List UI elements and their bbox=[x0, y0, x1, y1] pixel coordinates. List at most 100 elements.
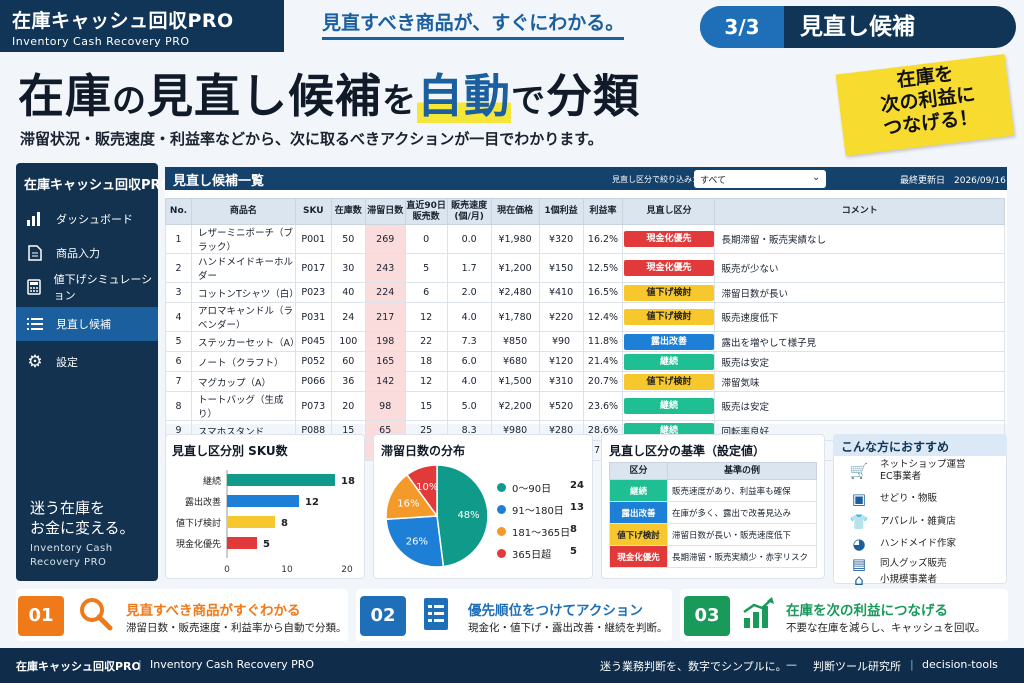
cell-text: 6.0 bbox=[461, 356, 477, 367]
bar bbox=[227, 495, 299, 507]
table-cell: ¥1,980 bbox=[490, 224, 540, 254]
cell-text: 販売は安定 bbox=[721, 402, 769, 413]
sidebar-item-dashboard[interactable]: ダッシュボード bbox=[16, 202, 158, 236]
cell-text: レザーミニポーチ（ブラック） bbox=[197, 228, 293, 253]
sidebar-item-settings[interactable]: ⚙ 設定 bbox=[27, 352, 78, 372]
sidebar-item-markdown-sim[interactable]: 値下げシミュレーション bbox=[16, 270, 158, 304]
document-icon bbox=[26, 244, 44, 262]
cell-text: 15 bbox=[342, 425, 355, 436]
table-cell: 販売が少ない bbox=[714, 253, 1005, 283]
cell-text: ¥280 bbox=[548, 425, 574, 436]
criteria-example: 滞留日数が長い・販売速度低下 bbox=[667, 523, 817, 546]
table-row[interactable]: 2 ハンドメイドキーホルダー P017 30 243 5 1.7 ¥1,200 ¥150 12.5… bbox=[165, 253, 1005, 283]
footer bbox=[0, 648, 1024, 683]
footer-dash: — bbox=[786, 658, 797, 671]
cell-text: 24 bbox=[342, 311, 355, 323]
table-row[interactable]: 6 ノート（クラフト） P052 60 165 18 6.0 ¥680 ¥120 21.4% 継続販… bbox=[165, 351, 1005, 372]
cell-text: 2.0 bbox=[461, 287, 477, 298]
table-cell: 4.0 bbox=[446, 371, 492, 392]
cell-text: 1.7 bbox=[461, 262, 477, 274]
table-cell: 8 bbox=[165, 391, 192, 421]
criteria-table: 区分 基準の例 継続 販売速度があり、利益率も確保 露出改善 在庫が多く、露出で改善見… bbox=[609, 462, 817, 568]
cell-text: ¥1,500 bbox=[498, 376, 532, 387]
criteria-category: 継続 bbox=[609, 479, 668, 502]
table-cell: 継続 bbox=[622, 391, 716, 421]
cell-text: トートバッグ（生成り） bbox=[197, 395, 284, 420]
feature-title-2: 優先順位をつけてアクション bbox=[468, 603, 643, 619]
pie-percent-label: 26% bbox=[406, 536, 428, 547]
cell-text: 0.0 bbox=[461, 233, 477, 245]
cell-text: 12 bbox=[420, 311, 433, 323]
filter-select[interactable]: すべて bbox=[694, 170, 826, 188]
bar-tick-label: 20 bbox=[341, 565, 353, 575]
cell-text: P088 bbox=[301, 425, 326, 436]
cell-text: 販売は安定 bbox=[721, 357, 769, 369]
table-row[interactable]: 8 トートバッグ（生成り） P073 20 98 15 5.0 ¥2,200 ¥520 23.6%… bbox=[165, 391, 1005, 421]
table-cell: 60 bbox=[330, 351, 366, 372]
table-row[interactable]: 3 コットンTシャツ（白） P023 40 224 6 2.0 ¥2,480 ¥410 16.5%… bbox=[165, 282, 1005, 303]
table-header-cell: 利益率 bbox=[582, 198, 624, 225]
cell-text: 5 bbox=[175, 336, 182, 347]
table-cell: ステッカーセット（A） bbox=[190, 331, 299, 352]
table-cell: ¥90 bbox=[538, 331, 584, 352]
cell-text: 5 bbox=[423, 262, 430, 274]
table-header-row: No. 商品名 SKU 在庫数 滞留日数 直近90日 販売数 販売速度 (個/月) 現在価格 1… bbox=[165, 198, 1005, 225]
cell-text: 12.4% bbox=[587, 311, 619, 323]
sidebar-item-product-input[interactable]: 商品入力 bbox=[16, 236, 158, 270]
feature-card-1 bbox=[16, 589, 348, 641]
category-badge: 継続 bbox=[623, 398, 714, 414]
chevron-down-icon[interactable]: ⌄ bbox=[812, 172, 821, 183]
table-row[interactable]: 5 ステッカーセット（A） P045 100 198 22 7.3 ¥850 ¥90 11.8% 露… bbox=[165, 331, 1005, 352]
table-row[interactable]: 7 マグカップ（A） P066 36 142 12 4.0 ¥1,500 ¥310 20.7% 値下… bbox=[165, 371, 1005, 392]
table-cell: ¥320 bbox=[538, 224, 584, 254]
table-cell: 販売速度低下 bbox=[714, 302, 1005, 332]
cell-text: 4 bbox=[175, 311, 182, 323]
pie-legend-swatch bbox=[497, 483, 506, 492]
table-cell: トートバッグ（生成り） bbox=[190, 391, 296, 421]
filter-label: 見直し区分で絞り込み： bbox=[612, 175, 700, 184]
table-header-cell: 見直し区分 bbox=[622, 198, 716, 225]
table-header-cell: 直近90日 販売数 bbox=[404, 198, 448, 225]
criteria-row: 値下げ検討 滞留日数が長い・販売速度低下 bbox=[609, 523, 817, 546]
pie-slice bbox=[385, 473, 439, 520]
table-cell: 20 bbox=[330, 391, 366, 421]
table-cell: コットンTシャツ（白） bbox=[190, 282, 299, 303]
cell-text: 217 bbox=[376, 311, 395, 323]
table-cell: 165 bbox=[364, 351, 406, 372]
cell-text: 長期滞留・販売実績なし bbox=[721, 235, 826, 246]
bar-category-label: 露出改善 bbox=[185, 496, 221, 508]
table-cell: 15 bbox=[404, 391, 448, 421]
pie-legend-swatch bbox=[497, 527, 506, 536]
criteria-row: 現金化優先 長期滞留・販売実績少・赤字リスク bbox=[609, 545, 817, 568]
category-badge: 値下げ検討 bbox=[623, 284, 714, 301]
table-row[interactable]: 4 アロマキャンドル（ラベンダー） P031 24 217 12 4.0 ¥1,780 ¥220… bbox=[165, 302, 1005, 332]
table-row[interactable]: 1 レザーミニポーチ（ブラック） P001 50 269 0 0.0 ¥1,980 ¥320 16… bbox=[165, 224, 1005, 254]
cell-text: ¥220 bbox=[548, 311, 574, 323]
pie-chart-title: 滞留日数の分布 bbox=[381, 444, 466, 458]
pie-legend-swatch bbox=[497, 505, 506, 514]
table-cell: 長期滞留・販売実績なし bbox=[714, 224, 1005, 254]
step-label: 見直し候補 bbox=[800, 14, 915, 40]
list-icon bbox=[26, 315, 44, 333]
bar-tick-label: 10 bbox=[281, 565, 293, 575]
last-updated: 最終更新日 2026/09/16 bbox=[900, 176, 1006, 186]
cell-text: 1 bbox=[175, 233, 182, 245]
cell-text: 21.4% bbox=[587, 356, 619, 367]
table-cell: 値下げ検討 bbox=[622, 282, 716, 303]
cell-text: 50 bbox=[342, 233, 355, 245]
bar-chart-title: 見直し区分別 SKU数 bbox=[172, 444, 288, 458]
pie-legend-value: 8 bbox=[570, 524, 577, 535]
table-cell: 36 bbox=[330, 371, 366, 392]
pie-legend-value: 24 bbox=[570, 480, 584, 491]
table-cell: 滞留日数が長い bbox=[714, 282, 1005, 303]
sidebar-tagline: 迷う在庫を お金に変える。 bbox=[30, 499, 135, 537]
cell-text: ¥90 bbox=[551, 336, 571, 347]
cell-text: ¥150 bbox=[548, 262, 574, 274]
table-header-cell: 1個利益 bbox=[538, 198, 584, 225]
table-header-cell: 現在価格 bbox=[490, 198, 540, 225]
cart-icon: 🛒 bbox=[849, 462, 869, 480]
sidebar-item-review[interactable]: 見直し候補 bbox=[16, 307, 158, 341]
recommend-label: せどり・物販 bbox=[880, 493, 938, 504]
pie-legend-value: 13 bbox=[570, 502, 584, 513]
footer-company: 判断ツール研究所 bbox=[813, 660, 901, 673]
